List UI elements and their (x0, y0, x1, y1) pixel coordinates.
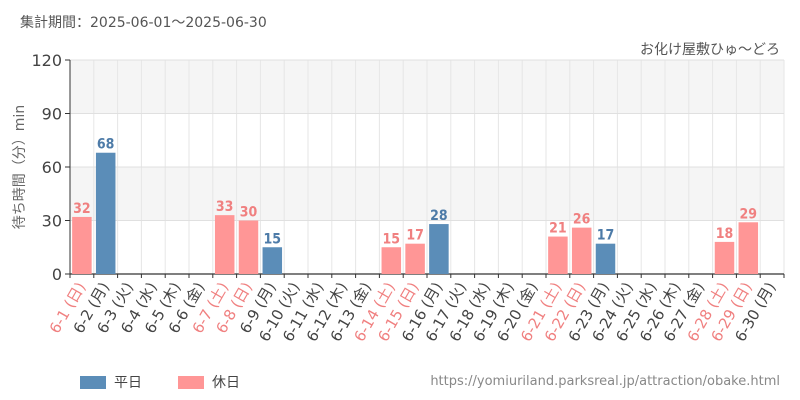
bar-6-7 (土) (214, 215, 235, 274)
bar-6-22 (日) (571, 227, 592, 274)
bar-6-8 (日) (238, 220, 259, 274)
data-labels: 32 68 33 30 15 15 17 28 21 26 17 18 29 (73, 137, 757, 248)
bar-6-23 (月) (595, 243, 616, 274)
bar-6-29 (日) (738, 222, 759, 274)
legend-item-holiday: 休日 (178, 372, 240, 392)
legend-label-weekday: 平日 (114, 375, 142, 391)
data-label-6-16 (月): 28 (430, 208, 448, 224)
bar-6-1 (日) (72, 216, 92, 274)
data-label-6-21 (土): 21 (549, 221, 567, 237)
bar-6-28 (土) (714, 241, 735, 274)
y-tick-label: 0 (52, 265, 62, 284)
x-tick-labels: 6-1 (日)6-2 (月)6-3 (火)6-4 (水)6-5 (木)6-6 (… (46, 279, 780, 345)
bar-6-16 (月) (429, 224, 449, 274)
weekday-swatch (80, 375, 106, 389)
data-label-6-8 (日): 30 (240, 205, 258, 221)
data-label-6-23 (月): 17 (597, 228, 615, 244)
bar-6-15 (日) (405, 243, 425, 274)
wait-time-bar-chart: 32 68 33 30 15 15 17 28 21 26 17 18 29 0 30 60 90 120 6-… (12, 42, 785, 345)
gridlines (70, 59, 785, 274)
data-label-6-1 (日): 32 (73, 201, 91, 217)
data-label-6-22 (日): 26 (573, 212, 591, 228)
bar-6-14 (土) (381, 247, 402, 274)
y-tick-label: 30 (42, 212, 62, 231)
bar-6-2 (月) (95, 152, 116, 274)
y-tick-label: 120 (31, 51, 62, 70)
source-url: https://yomiuriland.parksreal.jp/attract… (430, 374, 780, 389)
y-tick-label: 60 (42, 158, 62, 177)
period-label: 集計期間：2025-06-01～2025-06-30 (20, 15, 267, 31)
y-tick-label: 90 (42, 105, 62, 124)
bars (72, 152, 759, 274)
chart-title: お化け屋敷ひゅ～どろ (640, 42, 780, 58)
data-label-6-28 (土): 18 (716, 226, 734, 242)
y-axis-label: 待ち時間（分）min (12, 105, 28, 229)
legend-label-holiday: 休日 (212, 375, 240, 391)
bar-6-21 (土) (548, 236, 568, 274)
data-label-6-2 (月): 68 (97, 137, 115, 153)
data-label-6-29 (日): 29 (740, 206, 758, 222)
legend-item-weekday: 平日 (80, 372, 142, 392)
data-label-6-14 (土): 15 (383, 231, 401, 247)
data-label-6-7 (土): 33 (216, 199, 234, 215)
data-label-6-9 (月): 15 (264, 231, 282, 247)
bar-6-9 (月) (262, 247, 283, 274)
legend: 平日 休日 (80, 372, 240, 392)
y-tick-labels: 0 30 60 90 120 (31, 51, 62, 284)
holiday-swatch (178, 375, 204, 389)
data-label-6-15 (日): 17 (406, 228, 424, 244)
axes (65, 59, 785, 278)
